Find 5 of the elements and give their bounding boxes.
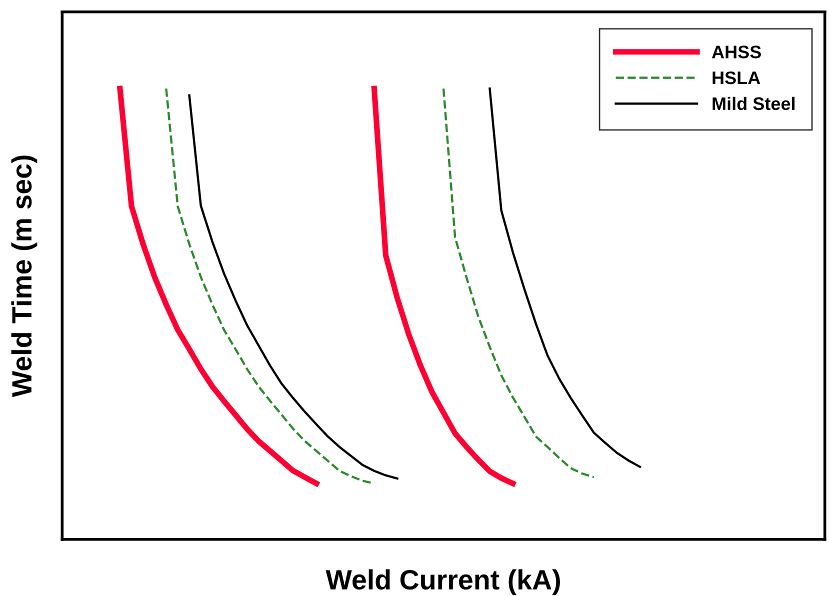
legend-label: HSLA — [712, 71, 760, 84]
legend-label: Mild Steel — [712, 96, 794, 110]
x-axis-title: Weld Current (kA) — [326, 569, 560, 596]
y-axis-title: Weld Time (m sec) — [11, 156, 38, 398]
legend-label: AHSS — [712, 46, 761, 58]
